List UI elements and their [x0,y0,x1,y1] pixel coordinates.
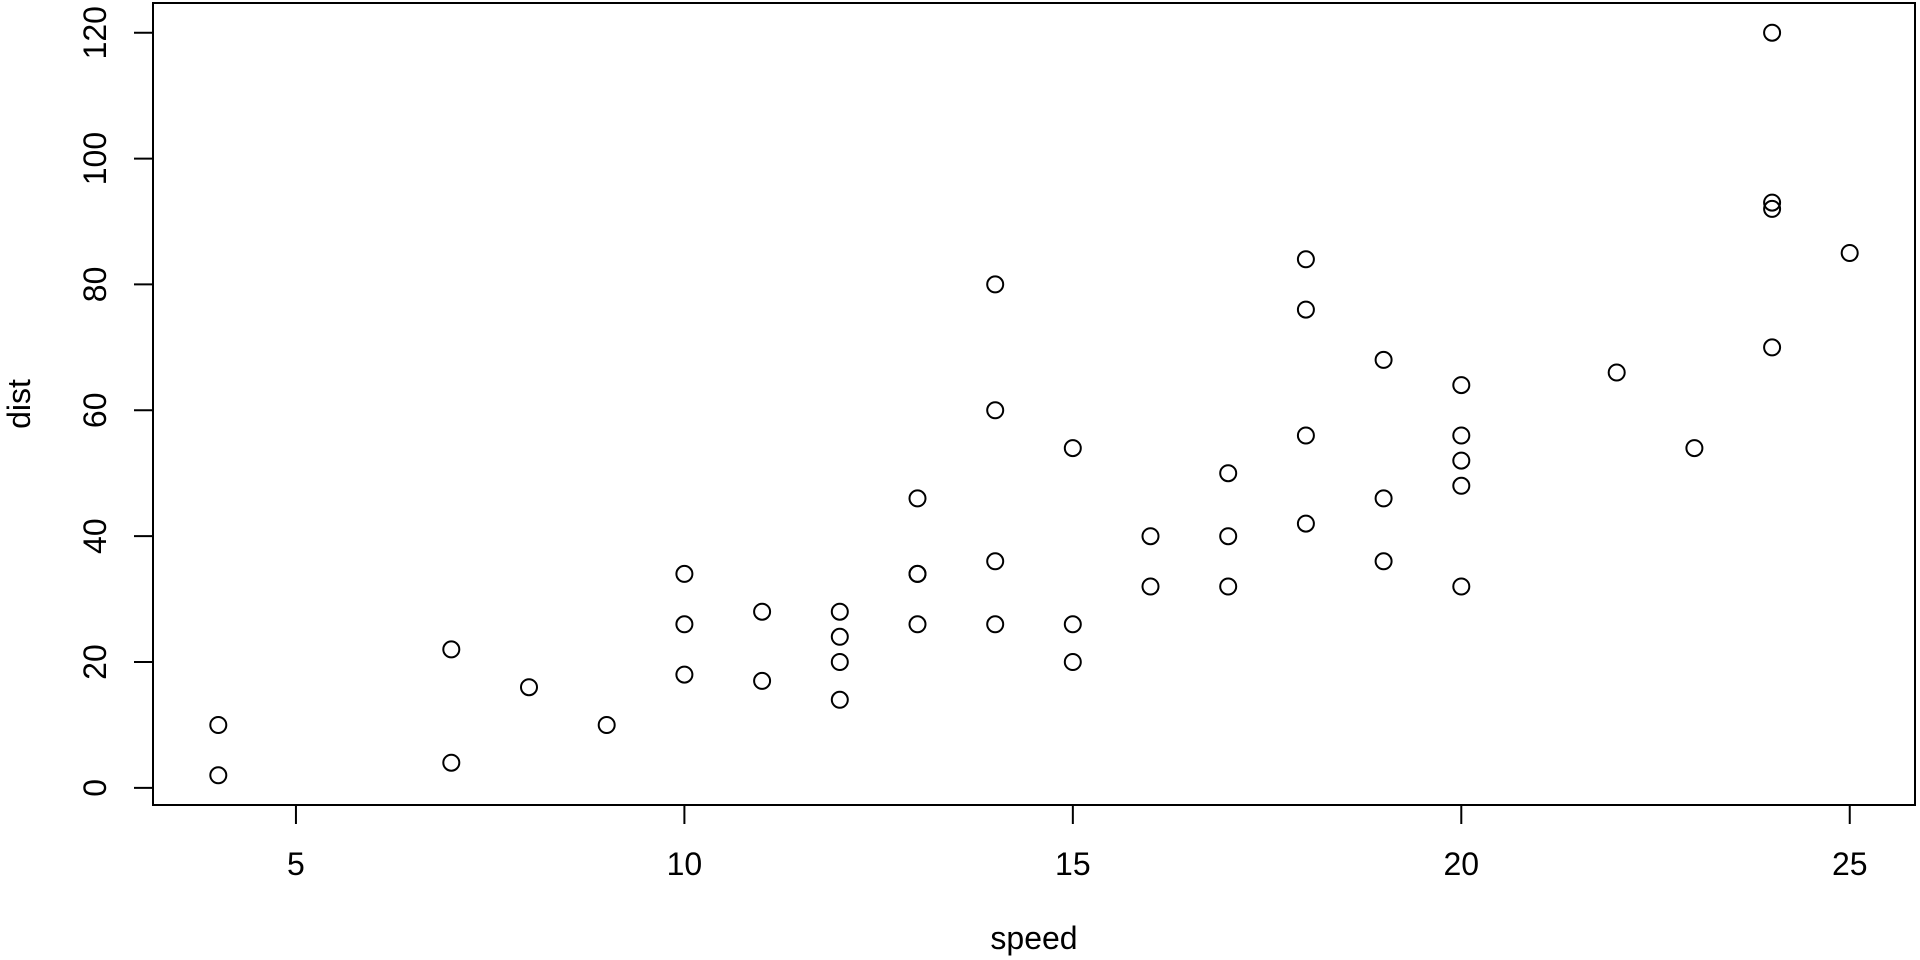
data-point [1296,426,1315,445]
data-point [1296,300,1315,319]
y-axis-title: dist [1,379,37,429]
data-point [675,665,694,684]
y-axis-tick-label: 0 [77,779,113,797]
data-point [1063,439,1082,458]
data-point [908,489,927,508]
data-point [675,615,694,634]
data-point [986,275,1005,294]
data-point [675,564,694,583]
data-point [209,766,228,785]
data-points [209,23,1859,785]
data-point [830,602,849,621]
y-axis-tick-label: 120 [77,6,113,59]
data-point [1607,363,1626,382]
data-point [986,401,1005,420]
data-point [908,564,927,583]
data-point [1452,476,1471,495]
data-point [1141,527,1160,546]
plot-box [152,2,1916,806]
data-point [1219,464,1238,483]
data-point [1296,514,1315,533]
data-point [1374,489,1393,508]
data-point [1452,451,1471,470]
x-axis: 5 10 15 20 25 [287,805,1868,882]
data-point [1763,199,1782,218]
x-axis-title: speed [990,920,1077,956]
data-point [1763,338,1782,357]
data-point [597,716,616,734]
data-point [1685,439,1704,458]
data-point [1063,615,1082,634]
y-axis-tick-label: 100 [77,132,113,185]
x-axis-tick-label: 10 [667,846,703,882]
y-axis-tick-label: 40 [77,518,113,554]
data-point [753,602,772,621]
data-point [753,671,772,690]
data-point [442,640,461,659]
data-point [986,615,1005,634]
x-axis-tick-label: 15 [1055,846,1091,882]
data-point [1141,577,1160,596]
data-point [1763,23,1782,42]
data-point [908,615,927,634]
data-point [1063,653,1082,671]
data-point [1452,376,1471,395]
data-point [520,678,538,697]
data-point [830,653,849,671]
data-point [1840,244,1859,262]
data-point [1374,350,1393,369]
y-axis-tick-label: 60 [77,392,113,428]
data-point [1452,426,1471,445]
data-point [1763,193,1782,212]
x-axis-tick-label: 25 [1832,846,1868,882]
data-point [442,753,461,772]
data-point [1374,552,1393,571]
data-point [1219,577,1238,596]
data-point [209,716,228,734]
data-point [1452,577,1471,596]
x-axis-tick-label: 5 [287,846,305,882]
data-point [986,552,1005,571]
y-axis: 0 20 40 60 80 100 120 [77,6,153,797]
y-axis-tick-label: 20 [77,644,113,680]
data-point [1296,250,1315,269]
y-axis-tick-label: 80 [77,267,113,303]
x-axis-tick-label: 20 [1443,846,1479,882]
data-point [1219,527,1238,546]
data-point [830,627,849,646]
data-point [830,690,849,709]
